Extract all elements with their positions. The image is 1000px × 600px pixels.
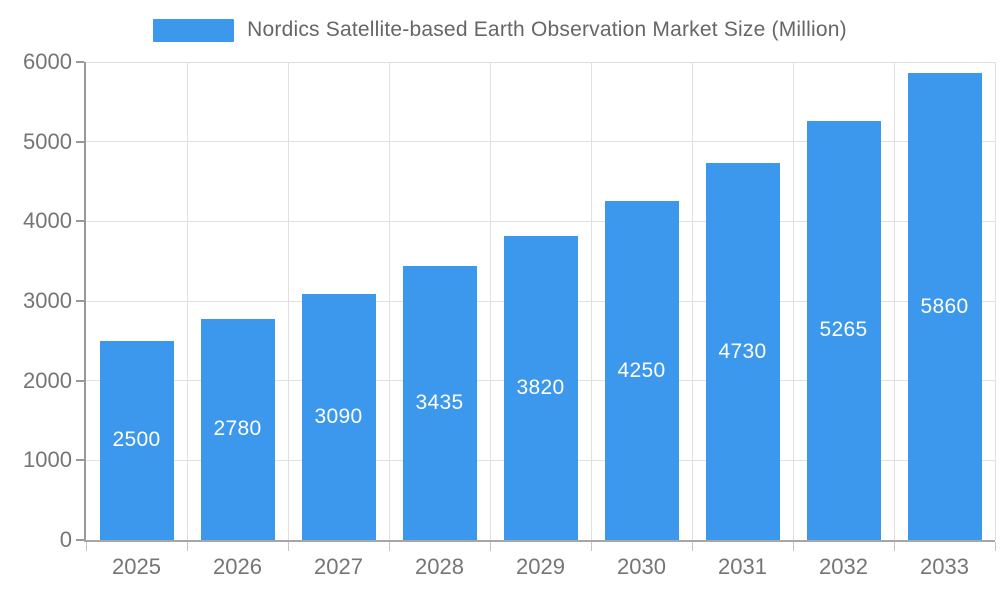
y-axis-tick xyxy=(76,379,84,382)
y-axis-tick-label: 4000 xyxy=(23,208,72,234)
y-axis-tick-label: 1000 xyxy=(23,447,72,473)
bar: 2780 xyxy=(200,318,275,540)
gridline-vertical xyxy=(691,62,693,540)
y-axis-tick-label: 5000 xyxy=(23,128,72,154)
y-axis-tick-label: 0 xyxy=(59,527,72,552)
bar-value-label: 2780 xyxy=(213,417,262,441)
y-axis-tick-label: 3000 xyxy=(23,288,72,313)
gridline-vertical xyxy=(994,62,996,540)
plot-area: 0 1000 2000 3000 4000 5000 6000 2500 2025 2780 202… xyxy=(23,49,996,579)
legend: Nordics Satellite-based Earth Observatio… xyxy=(0,18,1000,42)
gridline-vertical xyxy=(489,62,491,540)
bar-value-label: 4250 xyxy=(617,358,666,382)
legend-swatch xyxy=(153,18,235,42)
x-axis-tick xyxy=(489,542,491,551)
bar: 3435 xyxy=(402,266,477,540)
bar-value-label: 5860 xyxy=(920,294,969,318)
x-axis-tick-label: 2033 xyxy=(920,554,969,579)
y-axis-tick xyxy=(76,220,84,223)
y-axis-tick xyxy=(76,539,84,541)
gridline-horizontal xyxy=(86,141,995,143)
bar-value-label: 3435 xyxy=(415,391,464,415)
x-axis-tick xyxy=(186,542,188,551)
x-axis-tick xyxy=(792,542,794,551)
x-axis-tick-label: 2032 xyxy=(819,554,868,579)
legend-item[interactable]: Nordics Satellite-based Earth Observatio… xyxy=(153,18,847,42)
y-axis-tick-label: 6000 xyxy=(23,49,72,74)
x-axis-tick xyxy=(388,542,390,551)
x-axis-tick-label: 2031 xyxy=(718,554,767,579)
bar-value-label: 4730 xyxy=(718,339,767,363)
bar-value-label: 3090 xyxy=(314,404,363,428)
x-axis-tick xyxy=(691,542,693,551)
x-axis-tick xyxy=(85,542,87,551)
gridline-vertical xyxy=(388,62,390,540)
x-axis-line xyxy=(84,540,995,542)
bar: 5860 xyxy=(907,73,982,540)
gridline-vertical xyxy=(590,62,592,540)
gridline-vertical xyxy=(792,62,794,540)
x-axis-tick-label: 2026 xyxy=(213,554,262,579)
bar: 4250 xyxy=(604,201,679,540)
y-axis-tick xyxy=(76,61,84,63)
legend-label: Nordics Satellite-based Earth Observatio… xyxy=(247,18,847,41)
bar: 3820 xyxy=(503,235,578,540)
x-axis-tick xyxy=(893,542,895,551)
bar-value-label: 2500 xyxy=(112,428,161,452)
gridline-vertical xyxy=(186,62,188,540)
x-axis-tick-label: 2029 xyxy=(516,554,565,579)
x-axis-tick-label: 2025 xyxy=(112,554,161,579)
gridline-vertical xyxy=(287,62,289,540)
y-axis-tick xyxy=(76,140,84,143)
bar: 3090 xyxy=(301,293,376,540)
x-axis-tick-label: 2027 xyxy=(314,554,363,579)
bar-value-label: 3820 xyxy=(516,375,565,399)
x-axis-tick xyxy=(590,542,592,551)
x-axis-tick xyxy=(287,542,289,551)
bar-value-label: 5265 xyxy=(819,318,868,342)
gridline-vertical xyxy=(893,62,895,540)
gridline-horizontal xyxy=(86,220,995,222)
x-axis-tick-label: 2030 xyxy=(617,554,666,579)
x-axis-tick xyxy=(994,542,996,551)
x-axis-tick-label: 2028 xyxy=(415,554,464,579)
y-axis-tick-label: 2000 xyxy=(23,367,72,393)
gridline-horizontal xyxy=(86,61,995,63)
y-axis-line xyxy=(84,62,86,540)
bar: 4730 xyxy=(705,163,780,540)
bar: 5265 xyxy=(806,120,881,540)
y-axis-tick xyxy=(76,459,84,462)
y-axis-tick xyxy=(76,300,84,302)
bar: 2500 xyxy=(99,340,174,540)
